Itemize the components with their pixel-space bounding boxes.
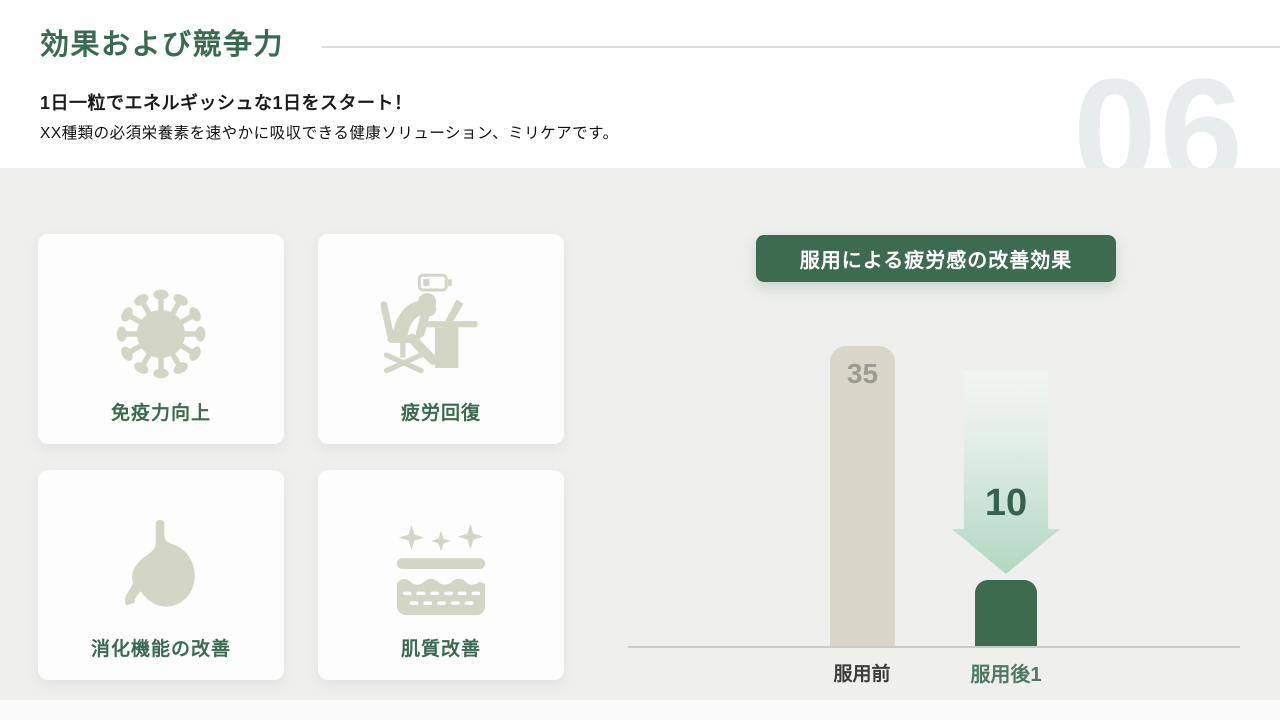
benefit-card-fatigue-recovery: 疲労回復 [318, 234, 564, 444]
title-row: 効果および競争力 [40, 29, 1280, 62]
chart-bar-after [975, 580, 1037, 648]
page-number-watermark: 06 [1073, 47, 1246, 168]
stomach-icon [111, 490, 211, 618]
chart-axis-line [628, 646, 1240, 648]
footer-strip [0, 700, 1280, 720]
benefit-card-digestion: 消化機能の改善 [38, 470, 284, 680]
benefit-card-label: 肌質改善 [400, 638, 481, 660]
chart-bar-before: 35 [830, 346, 895, 648]
slide-description: XX種類の必須栄養素を速やかに吸収できる健康ソリューション、ミリケアです。 [40, 125, 619, 142]
benefit-card-label: 免疫力向上 [110, 402, 211, 424]
category-label-after: 服用後1 [970, 664, 1042, 686]
bar-value-after: 10 [984, 482, 1028, 524]
slide-subtitle: 1日一粒でエネルギッシュな1日をスタート！ [40, 93, 413, 113]
bar-value-before: 35 [846, 358, 879, 389]
benefit-card-immunity: 免疫力向上 [38, 234, 284, 444]
category-label-before: 服用前 [833, 664, 891, 685]
slide-header: 効果および競争力 1日一粒でエネルギッシュな1日をスタート！ XX種類の必須栄養… [0, 0, 1280, 168]
chart-title-badge: 服用による疲労感の改善効果 [756, 235, 1116, 282]
decrease-arrow-icon [952, 370, 1060, 574]
benefit-card-label: 消化機能の改善 [90, 638, 231, 660]
page-title: 効果および競争力 [40, 29, 285, 61]
virus-icon [113, 254, 209, 382]
benefit-card-skin: 肌質改善 [318, 470, 564, 680]
skin-sparkle-icon [387, 490, 495, 618]
title-divider-line [322, 45, 1280, 48]
benefit-card-label: 疲労回復 [400, 402, 481, 424]
tired-person-battery-icon [376, 254, 506, 382]
